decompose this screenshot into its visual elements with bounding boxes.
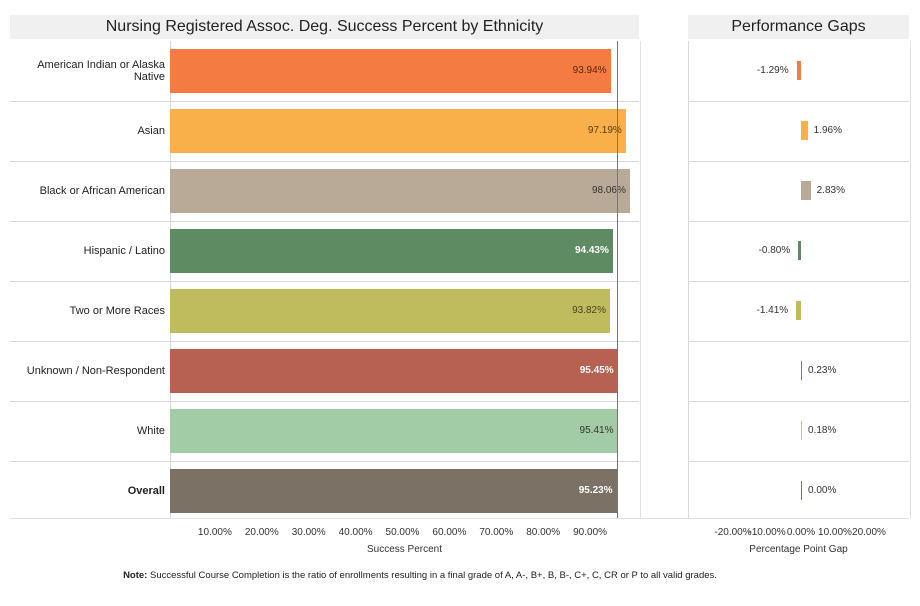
gap-tick-label: -10.00% [748, 527, 786, 538]
note-label: Note: [123, 570, 148, 581]
bar [170, 409, 618, 453]
main-chart-title: Nursing Registered Assoc. Deg. Success P… [10, 15, 639, 39]
bar [170, 109, 626, 153]
bar-value-label: 93.82% [572, 305, 607, 316]
main-chart-pane [170, 41, 641, 518]
bar [170, 289, 611, 333]
row-separator [10, 161, 639, 162]
gap-value-label: 0.00% [808, 485, 837, 496]
bar-value-label: 94.43% [574, 245, 609, 256]
row-separator [688, 101, 909, 102]
gap-bar [801, 481, 802, 500]
row-separator [10, 341, 639, 342]
bar-value-label: 98.06% [591, 185, 626, 196]
bar-value-label: 95.23% [578, 485, 613, 496]
gap-tick-label: 20.00% [852, 527, 886, 538]
gap-value-label: -0.80% [758, 245, 791, 256]
x-tick-label: 50.00% [385, 527, 420, 538]
x-tick-label: 30.00% [291, 527, 326, 538]
row-separator [10, 281, 639, 282]
gap-value-label: 2.83% [816, 185, 845, 196]
gap-bar [801, 121, 808, 140]
category-label: Overall [127, 485, 165, 497]
row-separator [10, 401, 639, 402]
gap-chart-title: Performance Gaps [688, 15, 909, 39]
bar [170, 349, 618, 393]
x-tick-label: 70.00% [479, 527, 514, 538]
category-label: Hispanic / Latino [83, 245, 165, 257]
bar [170, 469, 617, 513]
row-separator [10, 221, 639, 222]
x-tick-label: 80.00% [526, 527, 561, 538]
gap-value-label: -1.29% [756, 65, 789, 76]
category-label: American Indian or Alaska Native [37, 59, 165, 83]
axis-baseline [10, 518, 909, 519]
gap-bar [801, 181, 811, 200]
row-separator [688, 461, 909, 462]
bar-value-label: 95.45% [579, 365, 614, 376]
row-separator [688, 401, 909, 402]
row-separator [10, 101, 639, 102]
footnote: Note: Successful Course Completion is th… [40, 570, 800, 582]
row-separator [688, 161, 909, 162]
category-label: Asian [137, 125, 165, 137]
gap-bar [796, 301, 801, 320]
gap-axis-title: Percentage Point Gap [749, 544, 848, 555]
gap-value-label: 0.23% [808, 365, 837, 376]
x-tick-label: 90.00% [573, 527, 608, 538]
gap-bar [801, 361, 802, 380]
bar [170, 229, 613, 273]
bar-value-label: 95.41% [579, 425, 614, 436]
bar-value-label: 97.19% [587, 125, 622, 136]
gap-chart-pane [688, 41, 911, 518]
category-label: Black or African American [39, 185, 165, 197]
gap-value-label: 1.96% [813, 125, 843, 136]
gap-value-label: 0.18% [808, 425, 837, 436]
x-tick-label: 20.00% [244, 527, 279, 538]
gap-bar [796, 61, 801, 80]
category-label: Unknown / Non-Respondent [26, 365, 165, 377]
x-axis-title: Success Percent [366, 544, 443, 555]
category-label: White [136, 425, 165, 437]
gap-tick-label: -20.00% [714, 527, 752, 538]
note-text: Successful Course Completion is the rati… [149, 570, 717, 581]
gap-value-label: -1.41% [756, 305, 789, 316]
bar-value-label: 93.94% [572, 65, 607, 76]
gap-tick-label: 10.00% [818, 527, 852, 538]
gap-bar [801, 421, 802, 440]
category-label: Two or More Races [69, 305, 165, 317]
row-separator [688, 221, 909, 222]
gap-bar [798, 241, 801, 260]
x-tick-label: 10.00% [197, 527, 232, 538]
row-separator [10, 461, 639, 462]
row-separator [688, 341, 909, 342]
row-separator [688, 281, 909, 282]
overall-reference-line [616, 41, 618, 518]
x-tick-label: 60.00% [432, 527, 467, 538]
bar [170, 49, 611, 93]
bar [170, 169, 630, 213]
gap-tick-label: 0.00% [786, 527, 816, 538]
x-tick-label: 40.00% [338, 527, 373, 538]
